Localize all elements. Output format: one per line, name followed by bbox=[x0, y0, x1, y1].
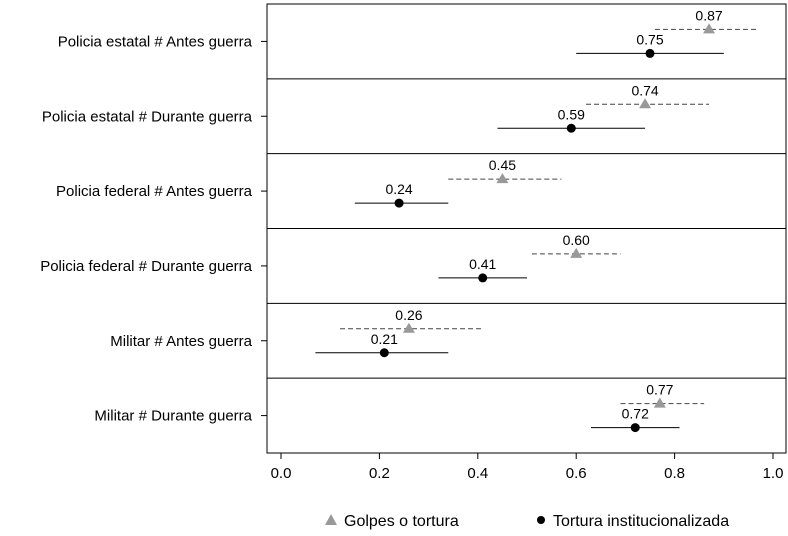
category-label: Policia federal # Antes guerra bbox=[56, 183, 253, 200]
x-tick-label: 0.2 bbox=[369, 465, 390, 482]
x-tick-label: 1.0 bbox=[763, 465, 784, 482]
legend-label-tortura: Tortura institucionalizada bbox=[553, 513, 729, 530]
x-tick-label: 0.8 bbox=[664, 465, 685, 482]
golpes-value-label: 0.26 bbox=[395, 307, 422, 323]
category-label: Militar # Durante guerra bbox=[94, 408, 252, 425]
tortura-value-label: 0.24 bbox=[385, 181, 412, 197]
tortura-value-label: 0.21 bbox=[371, 331, 398, 347]
category-label: Policia estatal # Antes guerra bbox=[58, 33, 253, 50]
plot-area bbox=[266, 3, 787, 454]
legend-triangle-icon bbox=[325, 514, 337, 525]
legend-dot-icon bbox=[537, 516, 545, 524]
x-tick-label: 0.4 bbox=[467, 465, 488, 482]
golpes-value-label: 0.45 bbox=[489, 157, 516, 173]
tortura-marker bbox=[630, 423, 640, 433]
tortura-marker bbox=[566, 123, 576, 133]
category-label: Policia estatal # Durante guerra bbox=[42, 108, 253, 125]
tortura-marker bbox=[478, 273, 488, 283]
golpes-marker bbox=[496, 173, 509, 184]
category-label: Policia federal # Durante guerra bbox=[40, 258, 252, 275]
markers bbox=[379, 23, 716, 433]
tortura-marker bbox=[645, 48, 655, 58]
golpes-marker bbox=[570, 247, 583, 258]
x-axis: 0.0 0.2 0.4 0.6 0.8 1.0 bbox=[271, 453, 784, 482]
golpes-value-label: 0.60 bbox=[563, 232, 590, 248]
tortura-value-label: 0.75 bbox=[636, 31, 663, 47]
category-label: Militar # Antes guerra bbox=[110, 333, 252, 350]
tortura-marker bbox=[394, 198, 404, 208]
golpes-value-label: 0.77 bbox=[646, 382, 673, 398]
golpes-marker bbox=[402, 322, 415, 333]
legend-label-golpes: Golpes o tortura bbox=[344, 513, 459, 530]
golpes-value-label: 0.87 bbox=[695, 7, 722, 23]
tortura-value-label: 0.72 bbox=[622, 406, 649, 422]
golpes-value-label: 0.74 bbox=[631, 82, 658, 98]
golpes-marker bbox=[703, 23, 716, 34]
golpes-marker bbox=[639, 98, 652, 109]
value-labels: 0.87 0.74 0.45 0.60 0.26 0.77 0.75 0.59 0.24 0.41… bbox=[371, 7, 723, 421]
x-tick-label: 0.6 bbox=[566, 465, 587, 482]
category-labels: Policia estatal # Antes guerra Policia es… bbox=[40, 33, 267, 425]
x-tick-label: 0.0 bbox=[271, 465, 292, 482]
legend: Golpes o tortura Tortura institucionaliza… bbox=[325, 513, 729, 530]
golpes-marker bbox=[653, 397, 666, 408]
tortura-value-label: 0.41 bbox=[469, 256, 496, 272]
tortura-value-label: 0.59 bbox=[558, 106, 585, 122]
tortura-marker bbox=[379, 348, 389, 358]
